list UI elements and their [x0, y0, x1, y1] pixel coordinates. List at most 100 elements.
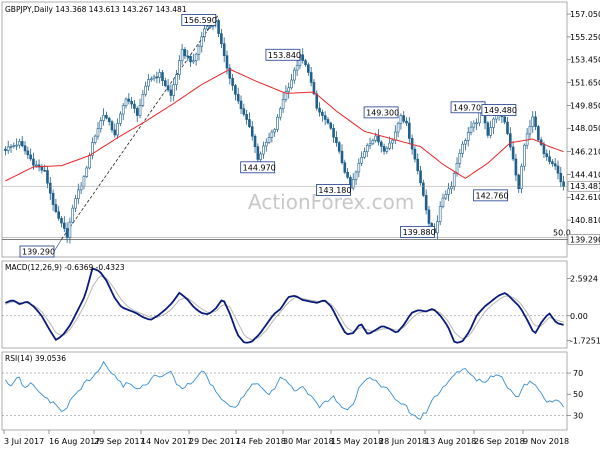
candle-body [46, 170, 49, 184]
price-label: 153.840 [268, 51, 301, 60]
ma-line [5, 68, 564, 182]
candle-body [371, 140, 375, 145]
candle-body [130, 100, 133, 105]
candle-body [478, 112, 481, 124]
candle-body [506, 121, 509, 134]
current-price-box [567, 180, 600, 192]
price-tick-label: 142.610 [570, 193, 600, 202]
candle-body [256, 146, 260, 160]
price-label: 149.300 [366, 108, 399, 117]
candle-body [234, 85, 237, 95]
candle-body [99, 120, 103, 129]
candle-body [385, 148, 389, 152]
x-tick-label: 29 Dec 2017 [189, 437, 240, 446]
rsi-panel-frame [1, 351, 568, 431]
candle-body [172, 84, 176, 96]
candle-body [178, 60, 181, 75]
candle-body [402, 115, 406, 122]
candle-body [399, 115, 403, 124]
candle-body [382, 146, 386, 152]
price-tick-label: 149.850 [570, 101, 600, 110]
candle-body [15, 144, 18, 147]
macd-tick-label: 2.5924 [570, 274, 598, 283]
candle-body [197, 45, 201, 55]
candle-body [332, 127, 335, 138]
price-label: 143.180 [318, 186, 351, 195]
candle-body [343, 162, 347, 173]
price-tick-label: 153.450 [570, 56, 600, 65]
candle-body [528, 125, 532, 135]
candle-body [18, 141, 21, 146]
rsi-line [5, 360, 564, 420]
candle-body [121, 105, 125, 115]
candle-body [250, 126, 254, 137]
candle-body [304, 60, 307, 66]
candle-body [354, 171, 358, 180]
candle-body [531, 116, 535, 127]
x-tick-label: 30 Mar 2018 [283, 437, 334, 446]
candle-body [284, 91, 288, 100]
candle-body [239, 100, 243, 109]
candle-body [388, 142, 391, 149]
candle-body [20, 141, 24, 147]
candle-body [203, 28, 206, 38]
price-tick-label: 151.650 [570, 79, 600, 88]
candle-body [169, 89, 173, 96]
x-tick-label: 13 Aug 2018 [425, 437, 476, 446]
candle-body [119, 113, 122, 124]
candle-body [158, 72, 161, 78]
fib-level-label: 50.0 [553, 228, 571, 237]
candle-body [523, 144, 526, 167]
candle-body [155, 76, 159, 79]
candle-body [144, 85, 147, 95]
candle-body [200, 36, 204, 47]
candle-body [149, 78, 153, 81]
candle-body [293, 69, 296, 81]
x-tick-label: 9 Nov 2018 [523, 437, 569, 446]
candle-body [180, 49, 184, 61]
candle-body [54, 204, 58, 213]
candle-body [57, 211, 60, 219]
candle-body [503, 116, 506, 123]
candle-body [110, 121, 114, 131]
candle-body [346, 171, 349, 178]
macd-tick-label: 0.00 [570, 312, 588, 321]
candle-body [517, 174, 521, 190]
price-tick-label: 155.250 [570, 33, 600, 42]
rsi-tick-label: 70 [573, 369, 583, 378]
price-labels: 156.590 153.840 149.300 144.970 143.180 149.7… [19, 13, 517, 258]
candle-body [34, 164, 38, 167]
candle-body [562, 181, 565, 187]
price-tick-label: 144.410 [570, 170, 600, 179]
candle-body [553, 163, 557, 167]
candle-body [427, 209, 431, 224]
candle-body [253, 135, 257, 147]
candle-body [441, 197, 445, 207]
candle-body [312, 82, 316, 95]
candle-body [489, 127, 492, 136]
candle-body [60, 218, 63, 224]
candle-body [236, 94, 240, 102]
candle-body [416, 158, 420, 172]
candle-body [273, 129, 276, 133]
candle-body [377, 135, 380, 143]
candle-body [276, 116, 279, 130]
candle-body [545, 153, 549, 158]
candle-body [466, 132, 470, 141]
rsi-series [2, 360, 567, 420]
x-tick-label: 28 Jun 2018 [379, 437, 427, 446]
candle-body [228, 67, 232, 79]
price-tick-label: 139.290 [570, 235, 600, 244]
candle-body [264, 141, 268, 147]
price-tick-label: 146.210 [570, 148, 600, 157]
candle-body [74, 198, 77, 209]
candle-body [116, 123, 119, 136]
candle-body [147, 79, 150, 87]
price-label: 149.700 [453, 103, 486, 112]
candle-body [91, 142, 94, 156]
candle-body [79, 185, 83, 191]
candle-body [424, 195, 428, 211]
candle-body [281, 99, 285, 110]
candle-body [542, 144, 546, 154]
candle-body [105, 115, 108, 119]
